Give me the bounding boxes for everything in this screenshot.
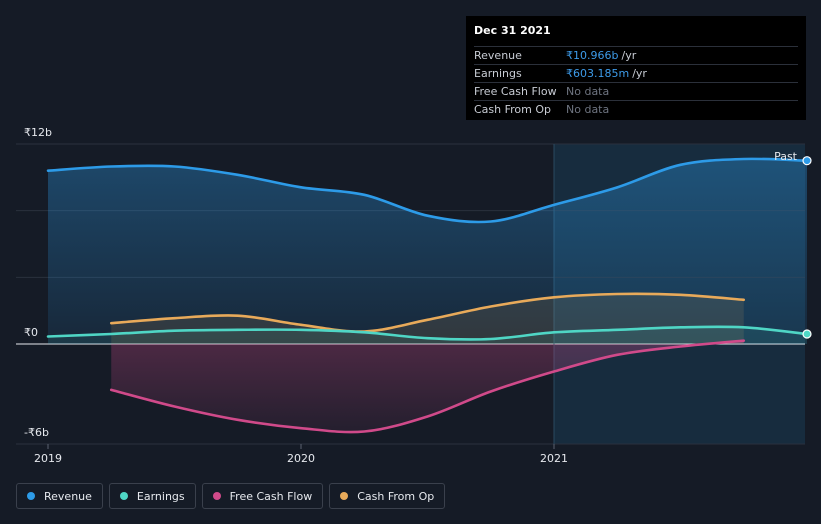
revenue-end-marker bbox=[802, 156, 812, 166]
tooltip: Dec 31 2021 Revenue ₹10.966b /yr Earning… bbox=[466, 16, 806, 120]
tooltip-row-revenue: Revenue ₹10.966b /yr bbox=[474, 46, 798, 64]
y-tick-label: ₹0 bbox=[24, 326, 38, 339]
legend-item-revenue[interactable]: Revenue bbox=[16, 483, 103, 509]
free-cash-flow-line bbox=[109, 339, 746, 434]
tooltip-value: ₹10.966b bbox=[566, 49, 619, 62]
tooltip-row-free-cash-flow: Free Cash Flow No data bbox=[474, 82, 798, 100]
legend-label: Free Cash Flow bbox=[229, 489, 313, 503]
series-lines bbox=[46, 157, 809, 434]
past-label: Past bbox=[774, 150, 798, 163]
y-tick-label: ₹12b bbox=[24, 126, 52, 139]
earnings-line bbox=[46, 325, 809, 341]
x-tick-label: 2021 bbox=[540, 452, 568, 465]
revenue-area bbox=[48, 158, 807, 344]
x-tick-label: 2020 bbox=[287, 452, 315, 465]
cash-from-op-line bbox=[109, 292, 746, 333]
tooltip-row-cash-from-op: Cash From Op No data bbox=[474, 100, 798, 118]
cash-from-op-dot-icon bbox=[340, 492, 349, 500]
tooltip-date: Dec 31 2021 bbox=[474, 24, 551, 37]
tooltip-label: Revenue bbox=[474, 49, 522, 62]
tooltip-value: ₹603.185m bbox=[566, 67, 630, 80]
tooltip-label: Free Cash Flow bbox=[474, 85, 557, 98]
legend-item-earnings[interactable]: Earnings bbox=[108, 483, 196, 509]
y-axis: ₹12b ₹0 -₹6b bbox=[24, 126, 52, 439]
legend: Revenue Earnings Free Cash Flow Cash Fro… bbox=[16, 483, 446, 511]
revenue-line bbox=[46, 157, 809, 224]
tooltip-unit: /yr bbox=[632, 67, 647, 80]
earnings-end-marker bbox=[802, 329, 812, 339]
legend-item-cash-from-op[interactable]: Cash From Op bbox=[329, 483, 446, 509]
tooltip-label: Cash From Op bbox=[474, 103, 552, 116]
legend-label: Revenue bbox=[44, 489, 92, 503]
revenue-dot-icon bbox=[27, 492, 35, 500]
y-tick-label: -₹6b bbox=[24, 426, 49, 439]
end-markers bbox=[802, 156, 812, 339]
tooltip-label: Earnings bbox=[474, 67, 522, 80]
free-cash-flow-area bbox=[111, 340, 744, 433]
legend-label: Earnings bbox=[136, 489, 185, 503]
tooltip-value: No data bbox=[566, 85, 610, 98]
x-axis: 2019 2020 2021 bbox=[34, 444, 568, 465]
tooltip-row-earnings: Earnings ₹603.185m /yr bbox=[474, 64, 798, 82]
tooltip-unit: /yr bbox=[621, 49, 637, 62]
tooltip-value: No data bbox=[566, 103, 610, 116]
legend-item-free-cash-flow[interactable]: Free Cash Flow bbox=[201, 483, 324, 509]
x-tick-label: 2019 bbox=[34, 452, 62, 465]
free-cash-flow-dot-icon bbox=[212, 492, 221, 500]
legend-label: Cash From Op bbox=[357, 489, 435, 503]
earnings-dot-icon bbox=[119, 492, 128, 500]
